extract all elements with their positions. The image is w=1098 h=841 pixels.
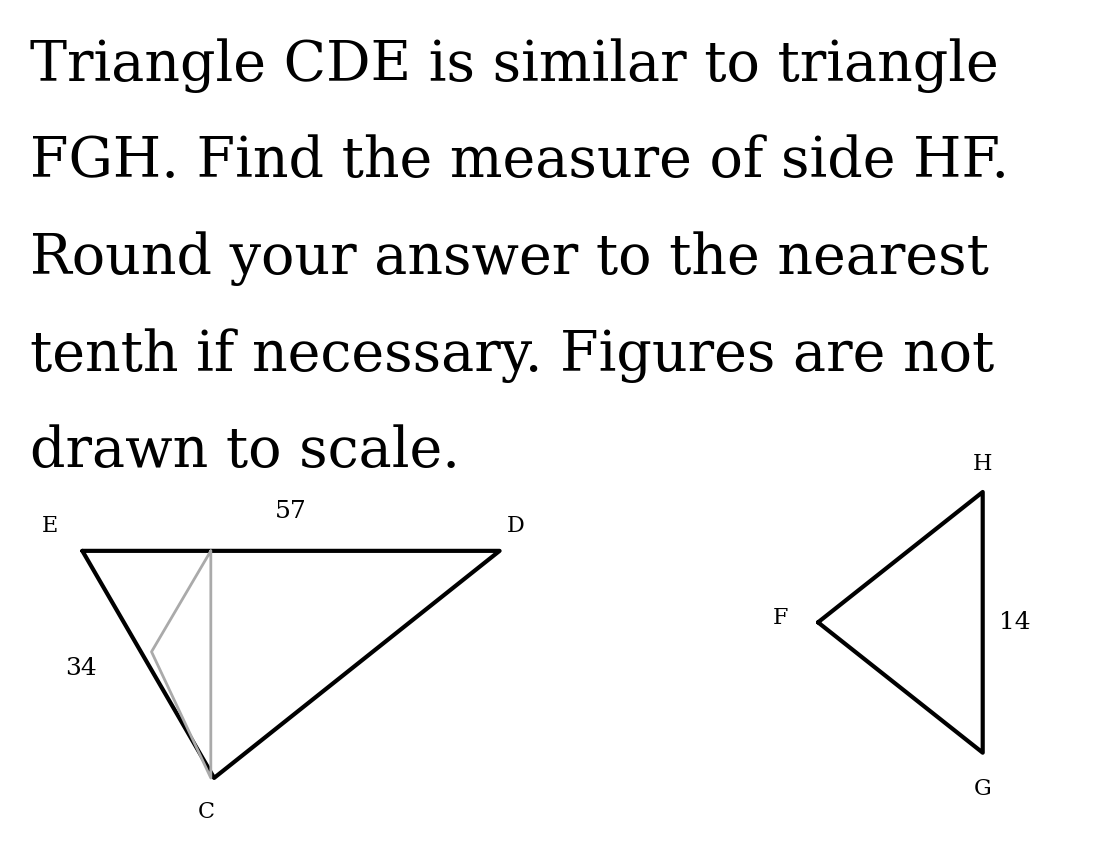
Text: Round your answer to the nearest: Round your answer to the nearest	[30, 231, 988, 286]
Text: 34: 34	[65, 657, 97, 680]
Text: E: E	[42, 515, 58, 537]
Text: G: G	[974, 778, 991, 800]
Text: D: D	[507, 515, 525, 537]
Text: 14: 14	[999, 611, 1031, 634]
Text: tenth if necessary. Figures are not: tenth if necessary. Figures are not	[30, 328, 994, 383]
Text: H: H	[973, 453, 993, 475]
Text: drawn to scale.: drawn to scale.	[30, 425, 460, 479]
Text: FGH. Find the measure of side HF.: FGH. Find the measure of side HF.	[30, 135, 1009, 189]
Text: C: C	[198, 801, 215, 822]
Text: Triangle CDE is similar to triangle: Triangle CDE is similar to triangle	[30, 38, 998, 93]
Text: F: F	[773, 607, 788, 629]
Text: 57: 57	[276, 500, 306, 523]
